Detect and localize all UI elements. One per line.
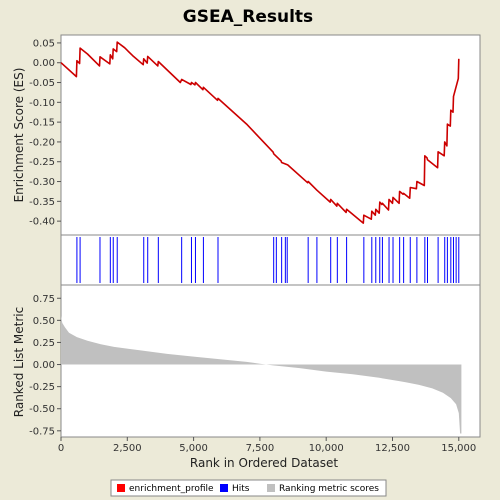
- es-y-tick-label: -0.30: [29, 177, 55, 188]
- enrichment-profile-line: [60, 41, 460, 224]
- legend-box: [110, 479, 387, 497]
- metric-y-tick-label: 0.75: [33, 294, 55, 305]
- ranking-metric-series: [61, 315, 462, 434]
- metric-y-tick-label: 0.50: [33, 316, 55, 327]
- x-tick-label: 5,000: [179, 443, 208, 454]
- x-axis-label: Rank in Ordered Dataset: [190, 456, 338, 470]
- legend-label-ranking-metric: Ranking metric scores: [279, 484, 379, 494]
- es-y-tick-label: -0.35: [29, 197, 55, 208]
- legend-label-enrichment-profile: enrichment_profile: [129, 484, 214, 494]
- es-y-tick-label: 0.05: [33, 38, 55, 49]
- metric-y-tick-label: -0.25: [29, 382, 55, 393]
- es-y-axis-label: Enrichment Score (ES): [12, 68, 26, 203]
- legend-swatch-hits: [220, 484, 228, 492]
- es-y-tick-label: -0.15: [29, 118, 55, 129]
- es-y-tick-label: -0.20: [29, 137, 55, 148]
- x-tick-label: 7,500: [246, 443, 275, 454]
- metric-y-tick-label: -0.75: [29, 426, 55, 437]
- metric-y-tick-label: 0.25: [33, 338, 55, 349]
- es-y-ticks: 0.05 0.00 -0.05 -0.10 -0.15 -0.20 -0.25 -0.30 -0…: [29, 38, 61, 228]
- metric-y-tick-label: -0.50: [29, 404, 55, 415]
- x-tick-label: 0: [58, 443, 64, 454]
- legend-swatch-ranking-metric: [267, 484, 275, 492]
- legend-label-hits: Hits: [232, 484, 250, 494]
- metric-y-axis-label: Ranked List Metric: [12, 307, 26, 417]
- legend-swatch-enrichment-profile: [117, 484, 125, 492]
- es-panel: [60, 34, 481, 236]
- ranking-metric-area: [61, 315, 462, 434]
- metric-y-ticks: 0.75 0.50 0.25 0.00 -0.25 -0.50 -0.75: [29, 294, 61, 437]
- es-y-tick-label: -0.05: [29, 78, 55, 89]
- es-y-tick-label: 0.00: [33, 58, 55, 69]
- legend: enrichment_profile Hits Ranking metric s…: [110, 479, 387, 497]
- enrichment-profile-series: [60, 41, 460, 224]
- x-tick-label: 10,000: [309, 443, 344, 454]
- metric-y-tick-label: 0.00: [33, 360, 55, 371]
- chart-title: GSEA_Results: [183, 7, 313, 27]
- x-axis-ticks: 0 2,500 5,000 7,500 10,000 12,500 15,000: [58, 437, 476, 454]
- x-tick-label: 15,000: [441, 443, 476, 454]
- hit-markers: [76, 237, 460, 283]
- x-tick-label: 12,500: [375, 443, 410, 454]
- x-tick-label: 2,500: [113, 443, 142, 454]
- es-y-tick-label: -0.25: [29, 157, 55, 168]
- es-y-tick-label: -0.10: [29, 98, 55, 109]
- es-y-tick-label: -0.40: [29, 217, 55, 228]
